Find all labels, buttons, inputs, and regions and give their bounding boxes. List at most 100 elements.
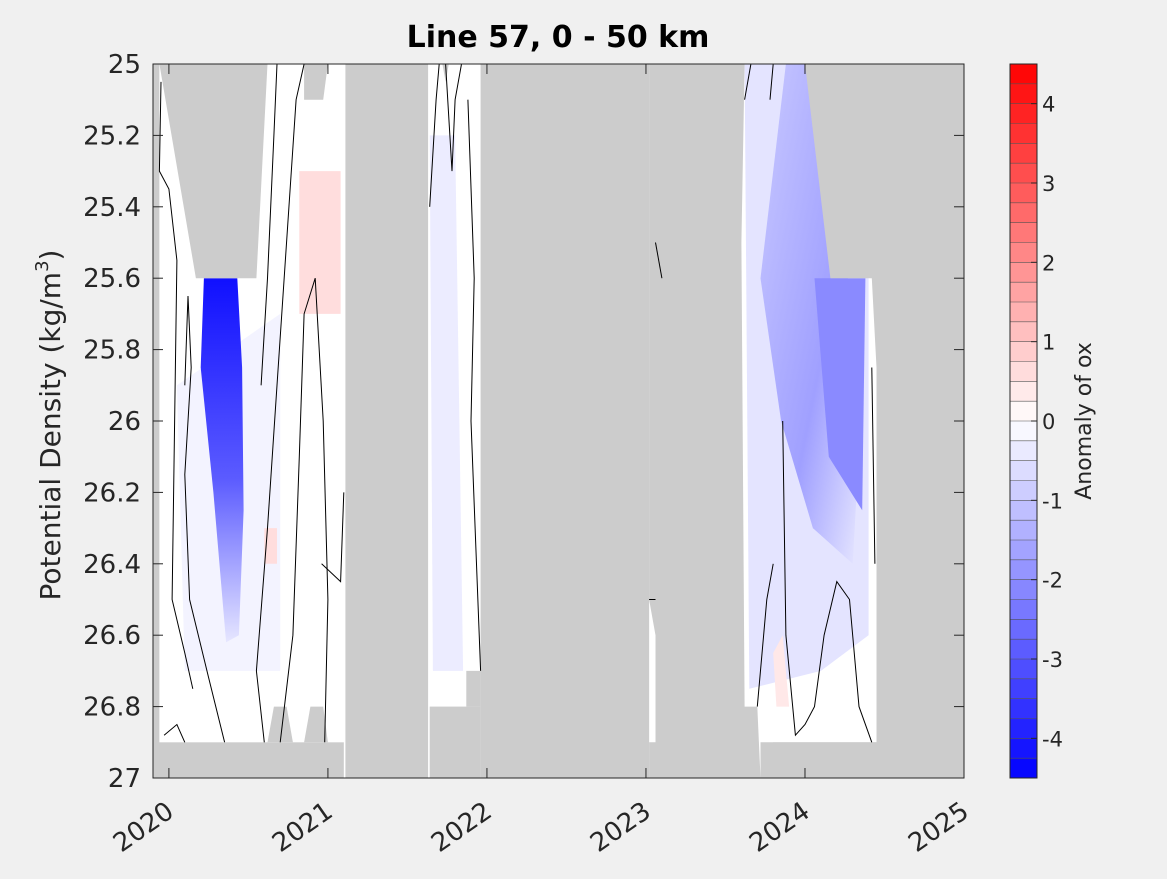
missing-data-notch-2021 — [304, 706, 328, 743]
colorbar-tick-label: 1 — [1042, 331, 1055, 355]
missing-data-step-2021 — [466, 670, 481, 707]
anomaly-region-2021-red — [299, 171, 341, 314]
colorbar-level — [1010, 341, 1037, 362]
missing-data-bottom-2021 — [429, 706, 481, 778]
anomaly-region-2021-blue — [429, 135, 464, 671]
colorbar: 4 3 2 1 0 -1 -2 -3 -4 — [1009, 63, 1063, 779]
contour-line-3 — [184, 295, 226, 743]
missing-data-top-2020 — [153, 64, 268, 279]
colorbar-level — [1010, 401, 1037, 422]
y-tick-label: 25.6 — [83, 264, 141, 294]
colorbar-level — [1010, 381, 1037, 402]
y-axis-label: Potential Density (kg/m3) — [32, 250, 67, 601]
plot-area — [153, 64, 964, 778]
contour-lines — [158, 64, 876, 743]
colorbar-level — [1010, 659, 1037, 680]
colorbar-level — [1010, 83, 1037, 105]
colorbar-level — [1010, 103, 1037, 124]
y-axis-label-end: ) — [34, 250, 67, 261]
colorbar-level — [1010, 123, 1037, 144]
missing-data-2023-strip — [661, 64, 669, 743]
missing-data-notch-2020 — [267, 706, 293, 743]
x-tick-label: 2025 — [903, 796, 974, 859]
colorbar-label: Anomaly of ox — [1072, 342, 1097, 500]
missing-data-2023 — [649, 64, 761, 778]
colorbar-level — [1010, 460, 1037, 481]
colorbar-level — [1010, 361, 1037, 382]
contour-line-5 — [279, 278, 329, 743]
contour-line-10 — [467, 99, 482, 671]
colorbar-level — [1010, 639, 1037, 660]
colorbar-level — [1010, 718, 1037, 739]
colorbar-level — [1010, 183, 1037, 204]
colorbar-level — [1010, 242, 1037, 263]
anomaly-region-2024-red — [773, 635, 790, 707]
y-tick-label: 26.6 — [83, 621, 141, 651]
colorbar-tick-label: -2 — [1042, 569, 1063, 593]
anomaly-region-red-small — [264, 528, 277, 564]
colorbar-level — [1010, 500, 1037, 521]
anomaly-region-2020-strong-blue — [200, 278, 244, 643]
colorbar-level — [1010, 222, 1037, 243]
colorbar-level — [1010, 579, 1037, 600]
contour-line-9 — [445, 64, 462, 172]
y-axis: 25 25.2 25.4 25.6 25.8 26 26.2 26.4 26.6 26.8 27 — [83, 50, 964, 794]
colorbar-level — [1010, 619, 1037, 640]
contour-line-4 — [255, 64, 305, 743]
colorbar-tick-label: 0 — [1042, 410, 1055, 434]
colorbar-tick-label: 4 — [1042, 93, 1055, 117]
x-tick-label: 2021 — [267, 796, 338, 859]
colorbar-level — [1010, 540, 1037, 561]
colorbar-level — [1010, 262, 1037, 283]
contour-line-12 — [655, 242, 663, 279]
y-axis-label-main: Potential Density (kg/m — [34, 272, 67, 601]
missing-data-2024-right — [760, 64, 964, 778]
contour-line-1 — [158, 81, 194, 689]
colorbar-level — [1010, 599, 1037, 620]
x-tick-label: 2020 — [108, 796, 179, 859]
missing-data-bottom-2020 — [153, 742, 344, 778]
colorbar-tick-label: -3 — [1042, 648, 1063, 672]
missing-data-top-2021 — [304, 64, 328, 100]
y-tick-label: 25.8 — [83, 336, 141, 366]
colorbar-level — [1010, 64, 1037, 85]
missing-data-top-gap-2021 — [442, 64, 449, 82]
colorbar-level — [1010, 421, 1037, 442]
y-tick-label: 26.4 — [83, 550, 141, 580]
y-axis-label-sup: 3 — [32, 260, 53, 271]
colorbar-level — [1010, 758, 1037, 779]
missing-data-gap-1 — [345, 64, 429, 778]
contour-line-14 — [769, 64, 774, 100]
y-tick-label: 26.8 — [83, 693, 141, 723]
colorbar-level — [1010, 282, 1037, 303]
y-tick-label: 27 — [108, 764, 141, 794]
colorbar-level — [1010, 163, 1037, 184]
contour-line-13 — [744, 64, 752, 100]
contour-line-8 — [429, 64, 440, 207]
colorbar-level — [1010, 202, 1037, 224]
colorbar-level — [1010, 678, 1037, 700]
colorbar-level — [1010, 520, 1037, 541]
colorbar-level — [1010, 738, 1037, 759]
colorbar-level — [1010, 143, 1037, 164]
x-tick-label: 2024 — [744, 796, 815, 859]
y-tick-label: 26.2 — [83, 478, 141, 508]
colorbar-tick-label: -4 — [1042, 727, 1063, 751]
y-tick-label: 25 — [108, 50, 141, 80]
colorbar-level — [1010, 440, 1037, 462]
y-tick-label: 25.4 — [83, 193, 141, 223]
contour-line-2 — [163, 723, 186, 743]
x-tick-label: 2022 — [426, 796, 497, 859]
contour-line-6 — [260, 64, 278, 386]
missing-data-gap-2 — [480, 64, 650, 778]
contour-line-15 — [782, 420, 873, 743]
y-tick-label: 26 — [108, 407, 141, 437]
contour-line-7 — [321, 492, 345, 583]
colorbar-level — [1010, 480, 1037, 501]
contour-line-17 — [871, 367, 876, 564]
y-tick-label: 25.2 — [83, 121, 141, 151]
colorbar-level — [1010, 559, 1037, 581]
chart-title: Line 57, 0 - 50 km — [407, 20, 710, 55]
colorbar-tick-label: 3 — [1042, 172, 1055, 196]
